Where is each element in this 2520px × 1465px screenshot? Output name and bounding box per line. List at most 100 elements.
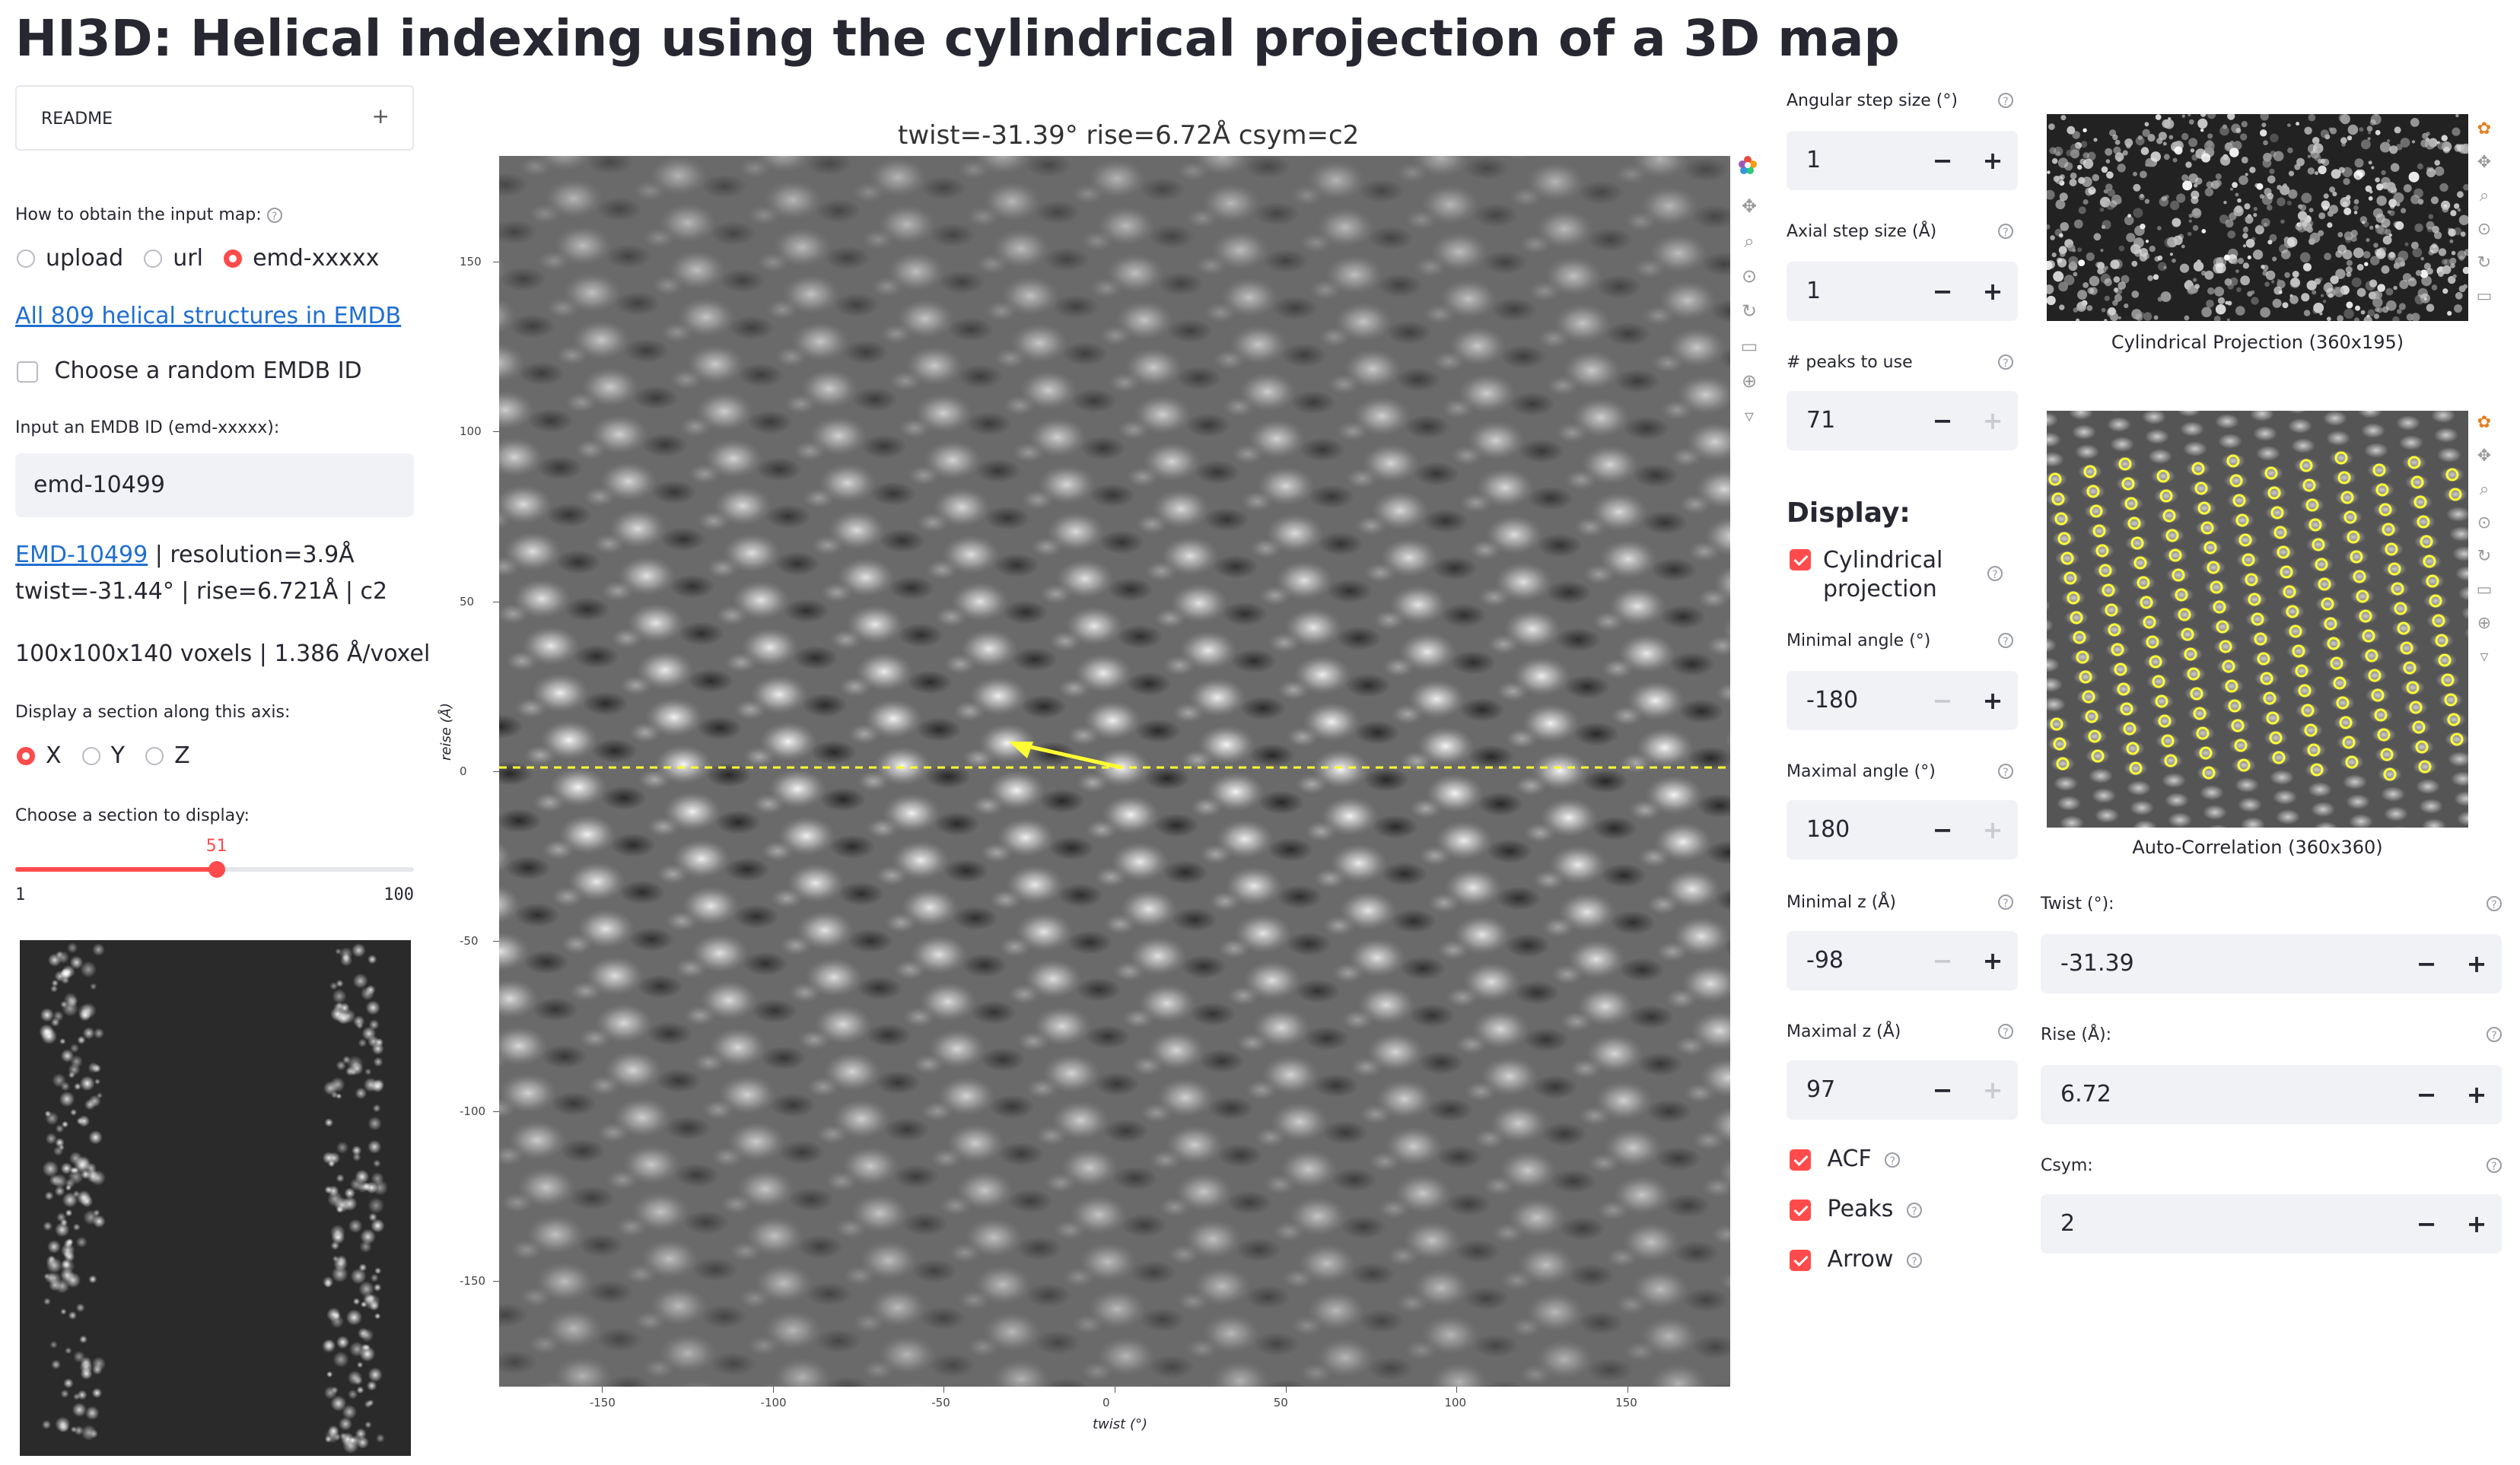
help-icon[interactable]: ? xyxy=(266,208,282,223)
zoom-icon[interactable]: ⌕ xyxy=(1744,230,1755,252)
reset-icon[interactable]: ↻ xyxy=(1741,300,1758,322)
help-icon[interactable]: ? xyxy=(2487,1027,2502,1042)
help-icon[interactable]: ? xyxy=(1906,1202,1922,1218)
crosshair-icon[interactable]: ⊕ xyxy=(1741,370,1758,392)
help-icon[interactable]: ? xyxy=(1998,1024,2013,1039)
increment-button[interactable]: + xyxy=(1968,931,2018,990)
radio-url[interactable]: url xyxy=(144,245,203,272)
cylindrical-acf-plot[interactable] xyxy=(499,156,1730,1387)
decrement-button[interactable]: − xyxy=(2401,934,2452,993)
bokeh-logo-icon[interactable]: ✿ xyxy=(2477,119,2492,138)
pan-icon[interactable]: ✥ xyxy=(2477,153,2492,172)
radio-axis-z[interactable]: Z xyxy=(145,742,190,769)
decrement-button[interactable]: − xyxy=(1917,931,1968,990)
csym-input[interactable]: 2− + xyxy=(2041,1194,2502,1254)
peaks-count-input[interactable]: 71− + xyxy=(1787,391,2018,450)
max-angle-input[interactable]: 180− + xyxy=(1787,800,2018,860)
cylindrical-projection-checkbox[interactable]: Cylindrical projection xyxy=(1790,546,1987,604)
checkbox-icon[interactable] xyxy=(1790,1149,1811,1171)
max-z-input[interactable]: 97− + xyxy=(1787,1060,2018,1120)
help-icon[interactable]: ? xyxy=(2487,896,2502,911)
cylindrical-projection-image[interactable] xyxy=(2047,114,2468,321)
decrement-button[interactable]: − xyxy=(1917,1060,1968,1120)
decrement-button[interactable]: − xyxy=(1917,131,1968,190)
help-icon[interactable]: ? xyxy=(1998,633,2013,648)
decrement-button[interactable]: − xyxy=(1917,671,1968,730)
voxel-info-text: 100x100x140 voxels | 1.386 Å/voxel xyxy=(15,640,431,667)
hover-icon[interactable]: ▿ xyxy=(2480,647,2489,666)
arrow-checkbox[interactable]: Arrow ? xyxy=(1790,1246,1922,1273)
help-icon[interactable]: ? xyxy=(1998,224,2013,239)
bokeh-logo-icon[interactable] xyxy=(1738,155,1758,175)
help-icon[interactable]: ? xyxy=(1907,1252,1922,1268)
axial-step-input[interactable]: 1− + xyxy=(1787,262,2018,321)
decrement-button[interactable]: − xyxy=(1917,800,1968,860)
pan-icon[interactable]: ✥ xyxy=(2477,446,2492,466)
peaks-checkbox[interactable]: Peaks ? xyxy=(1790,1196,1922,1222)
checkbox-icon[interactable] xyxy=(1790,1199,1811,1221)
increment-button[interactable]: + xyxy=(2452,934,2502,993)
increment-button[interactable]: + xyxy=(1968,262,2018,321)
hover-icon[interactable]: ▿ xyxy=(1744,405,1755,427)
section-slider[interactable]: 51 1 100 xyxy=(15,837,414,904)
help-icon[interactable]: ? xyxy=(2487,1158,2502,1173)
radio-upload[interactable]: upload xyxy=(17,245,123,272)
increment-button[interactable]: + xyxy=(1968,391,2018,450)
rise-input[interactable]: 6.72− + xyxy=(2041,1065,2502,1124)
pan-icon[interactable]: ✥ xyxy=(1741,195,1758,217)
checkbox-icon[interactable] xyxy=(17,361,38,383)
reset-icon[interactable]: ↻ xyxy=(2477,547,2492,566)
decrement-button[interactable]: − xyxy=(1917,391,1968,450)
increment-button[interactable]: + xyxy=(1968,800,2018,860)
angular-step-input[interactable]: 1− + xyxy=(1787,131,2018,190)
acf-checkbox[interactable]: ACF ? xyxy=(1790,1146,1901,1172)
axial-step-label: Axial step size (Å) xyxy=(1787,222,1937,241)
increment-button[interactable]: + xyxy=(2452,1065,2502,1124)
reset-icon[interactable]: ↻ xyxy=(2477,253,2492,272)
wheel-zoom-icon[interactable]: ⊙ xyxy=(1741,265,1758,287)
twist-input[interactable]: -31.39− + xyxy=(2041,934,2502,993)
help-icon[interactable]: ? xyxy=(1987,566,2003,581)
random-emdb-checkbox[interactable]: Choose a random EMDB ID xyxy=(17,358,362,384)
emd-entry-link[interactable]: EMD-10499 xyxy=(15,542,148,568)
bokeh-logo-icon[interactable]: ✿ xyxy=(2477,413,2492,432)
decrement-button[interactable]: − xyxy=(2401,1194,2452,1254)
checkbox-icon[interactable] xyxy=(1790,1249,1811,1271)
save-icon[interactable]: ▭ xyxy=(2476,287,2493,306)
increment-button[interactable]: + xyxy=(1968,131,2018,190)
increment-button[interactable]: + xyxy=(2452,1194,2502,1254)
readme-label: README xyxy=(41,110,113,129)
save-icon[interactable]: ▭ xyxy=(1740,335,1758,357)
wheel-zoom-icon[interactable]: ⊙ xyxy=(2477,513,2492,532)
radio-axis-y[interactable]: Y xyxy=(81,742,125,769)
increment-button[interactable]: + xyxy=(1968,1060,2018,1120)
wheel-zoom-icon[interactable]: ⊙ xyxy=(2477,220,2492,239)
y-axis-label: reise (Å) xyxy=(438,702,454,761)
help-icon[interactable]: ? xyxy=(1998,354,2013,370)
min-z-input[interactable]: -98− + xyxy=(1787,931,2018,990)
page-title: HI3D: Helical indexing using the cylindr… xyxy=(15,9,1900,68)
slider-max: 100 xyxy=(383,885,414,904)
zoom-icon[interactable]: ⌕ xyxy=(2479,186,2490,205)
radio-emd[interactable]: emd-xxxxx xyxy=(224,245,379,272)
emdb-id-input[interactable]: emd-10499 xyxy=(15,453,414,517)
decrement-button[interactable]: − xyxy=(1917,262,1968,321)
crosshair-icon[interactable]: ⊕ xyxy=(2477,614,2492,633)
help-icon[interactable]: ? xyxy=(1998,93,2013,108)
slider-min: 1 xyxy=(15,885,26,904)
min-angle-label: Minimal angle (°) xyxy=(1787,631,1931,650)
auto-correlation-image[interactable] xyxy=(2047,411,2468,828)
emdb-helical-link[interactable]: All 809 helical structures in EMDB xyxy=(15,303,402,329)
radio-axis-x[interactable]: X xyxy=(17,742,62,769)
zoom-icon[interactable]: ⌕ xyxy=(2479,480,2490,499)
help-icon[interactable]: ? xyxy=(1998,895,2013,910)
help-icon[interactable]: ? xyxy=(1885,1152,1901,1168)
decrement-button[interactable]: − xyxy=(2401,1065,2452,1124)
checkbox-icon[interactable] xyxy=(1790,549,1811,570)
readme-expander[interactable]: README + xyxy=(15,85,414,151)
save-icon[interactable]: ▭ xyxy=(2476,580,2493,599)
min-angle-input[interactable]: -180− + xyxy=(1787,671,2018,730)
help-icon[interactable]: ? xyxy=(1998,764,2013,779)
increment-button[interactable]: + xyxy=(1968,671,2018,730)
slider-thumb[interactable] xyxy=(208,861,225,878)
